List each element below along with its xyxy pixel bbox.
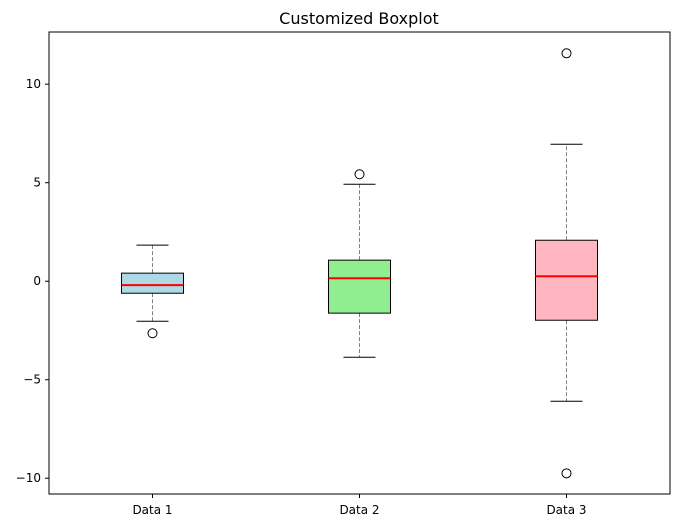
box-1 bbox=[121, 272, 184, 294]
y-tick-label: 0 bbox=[33, 274, 41, 288]
x-tick-label: Data 2 bbox=[339, 503, 379, 517]
x-tick-label: Data 3 bbox=[546, 503, 586, 517]
outlier-point bbox=[561, 48, 572, 59]
box-2 bbox=[328, 259, 391, 314]
box-3 bbox=[535, 239, 598, 321]
outlier-point bbox=[354, 169, 365, 180]
y-tick-label: −5 bbox=[23, 373, 41, 387]
outlier-point bbox=[561, 468, 572, 479]
x-tick-label: Data 1 bbox=[132, 503, 172, 517]
plot-frame bbox=[48, 31, 671, 495]
y-tick-label: −10 bbox=[16, 471, 41, 485]
chart-title: Customized Boxplot bbox=[279, 9, 439, 28]
y-tick-label: 5 bbox=[33, 176, 41, 190]
outlier-point bbox=[147, 328, 158, 339]
y-tick-label: 10 bbox=[26, 77, 41, 91]
